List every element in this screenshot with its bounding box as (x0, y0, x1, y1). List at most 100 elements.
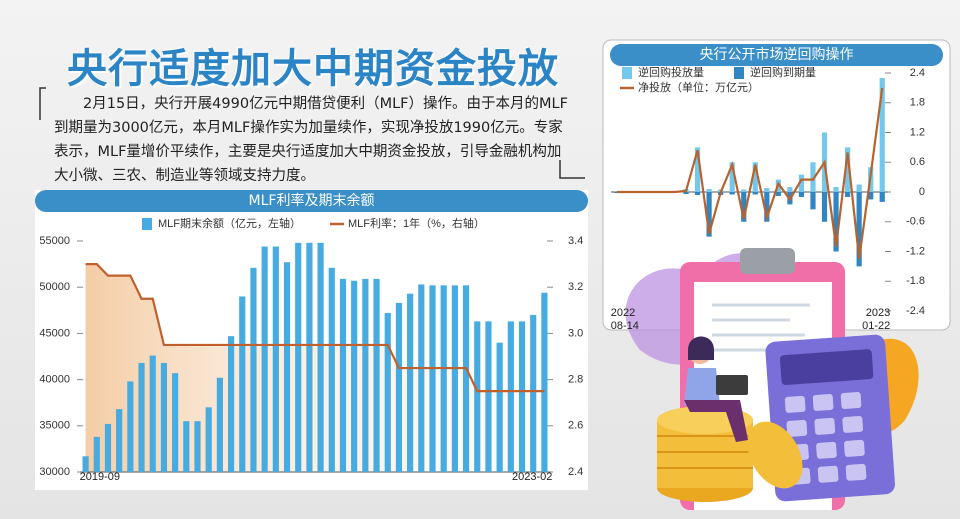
bar (879, 77, 885, 192)
bar (93, 436, 100, 472)
bar (764, 192, 770, 222)
tick-label: 0 (919, 186, 925, 198)
bar (706, 192, 712, 237)
legend-swatch (622, 67, 632, 79)
tick-label: 35000 (39, 420, 70, 432)
bar (683, 192, 689, 194)
x-tick-label: 2019-09 (79, 471, 120, 483)
bar (507, 321, 514, 472)
legend-label: 逆回购投放量 (638, 65, 704, 79)
bar (485, 321, 492, 472)
bar (541, 292, 548, 472)
bar (429, 285, 436, 472)
bar (227, 336, 235, 472)
bar (879, 192, 885, 202)
legend-label: 净投放（单位：万亿元） (638, 80, 759, 94)
tick-label: -2.4 (906, 305, 925, 317)
bar (306, 242, 313, 472)
bar (149, 355, 156, 472)
bar (833, 192, 839, 252)
chart1-title: MLF利率及期末余额 (35, 190, 588, 212)
bar (741, 189, 747, 192)
bar (530, 314, 537, 472)
x-tick-label: 2023 01-22 (862, 307, 891, 332)
bar (418, 284, 425, 472)
bar (764, 188, 770, 192)
bar (729, 192, 735, 195)
bar (798, 192, 805, 197)
tick-label: 2.6 (568, 420, 583, 432)
tick-label: 3.2 (568, 281, 583, 293)
bar (833, 187, 839, 192)
bar (160, 362, 168, 472)
tick-label: 1.2 (910, 126, 925, 138)
bar (845, 147, 851, 192)
tick-label: 2.8 (568, 374, 583, 386)
body-text: 2月15日，央行开展4990亿元中期借贷便利（MLF）操作。由于本月的MLF到期… (54, 96, 568, 184)
bar (362, 278, 369, 472)
bar (810, 192, 816, 210)
legend-label: MLF利率：1年（%，右轴） (348, 216, 485, 230)
bar (694, 147, 701, 192)
bar (787, 187, 793, 192)
bar (706, 189, 712, 192)
bar (752, 162, 758, 192)
bar (741, 192, 747, 222)
bar (474, 321, 481, 472)
bar (407, 293, 414, 472)
bar (339, 278, 347, 472)
tick-label: 40000 (39, 374, 70, 386)
bar (462, 285, 470, 472)
bar (384, 313, 391, 472)
bar (138, 362, 145, 472)
line (85, 263, 545, 393)
bar (205, 407, 212, 472)
bar (172, 373, 179, 472)
bar (194, 421, 201, 472)
bar (798, 174, 805, 192)
bar (752, 192, 758, 195)
bar (496, 342, 503, 472)
bar (810, 162, 816, 192)
bar (317, 242, 324, 472)
bar (183, 421, 190, 472)
bar (239, 296, 246, 472)
x-tick-label: 2022 08-14 (610, 307, 639, 332)
bracket (39, 87, 46, 120)
bar (104, 423, 112, 472)
tick-label: 1.8 (910, 97, 925, 109)
chart2-title: 央行公开市场逆回购操作 (610, 44, 943, 66)
bar (373, 278, 380, 472)
bar (694, 192, 701, 195)
tick-label: 2.4 (568, 466, 583, 478)
bar (775, 192, 781, 196)
tick-label: -1.8 (906, 275, 925, 287)
bar (261, 246, 268, 472)
bar (856, 192, 862, 267)
bar (729, 162, 735, 192)
bar (295, 242, 302, 472)
bar (250, 267, 257, 472)
bar (845, 192, 851, 197)
tick-label: -0.6 (906, 216, 925, 228)
tick-label: 3.0 (568, 327, 583, 339)
line (616, 87, 884, 260)
bar (351, 280, 358, 472)
bar (127, 381, 134, 472)
legend-label: 逆回购到期量 (750, 65, 816, 79)
legend-swatch (142, 218, 152, 230)
bar (82, 456, 89, 472)
bar (856, 184, 862, 192)
tick-label: 2.4 (910, 67, 925, 79)
x-tick-label: 2023-02 (512, 471, 553, 483)
tick-label: 3.4 (568, 235, 583, 247)
bar (395, 302, 403, 472)
bar (451, 285, 458, 472)
bar (518, 321, 526, 472)
tick-label: 30000 (39, 466, 70, 478)
bar (272, 246, 279, 472)
legend-label: MLF期末余额（亿元，左轴） (158, 216, 301, 230)
tick-label: 50000 (39, 281, 70, 293)
bar (868, 192, 874, 200)
